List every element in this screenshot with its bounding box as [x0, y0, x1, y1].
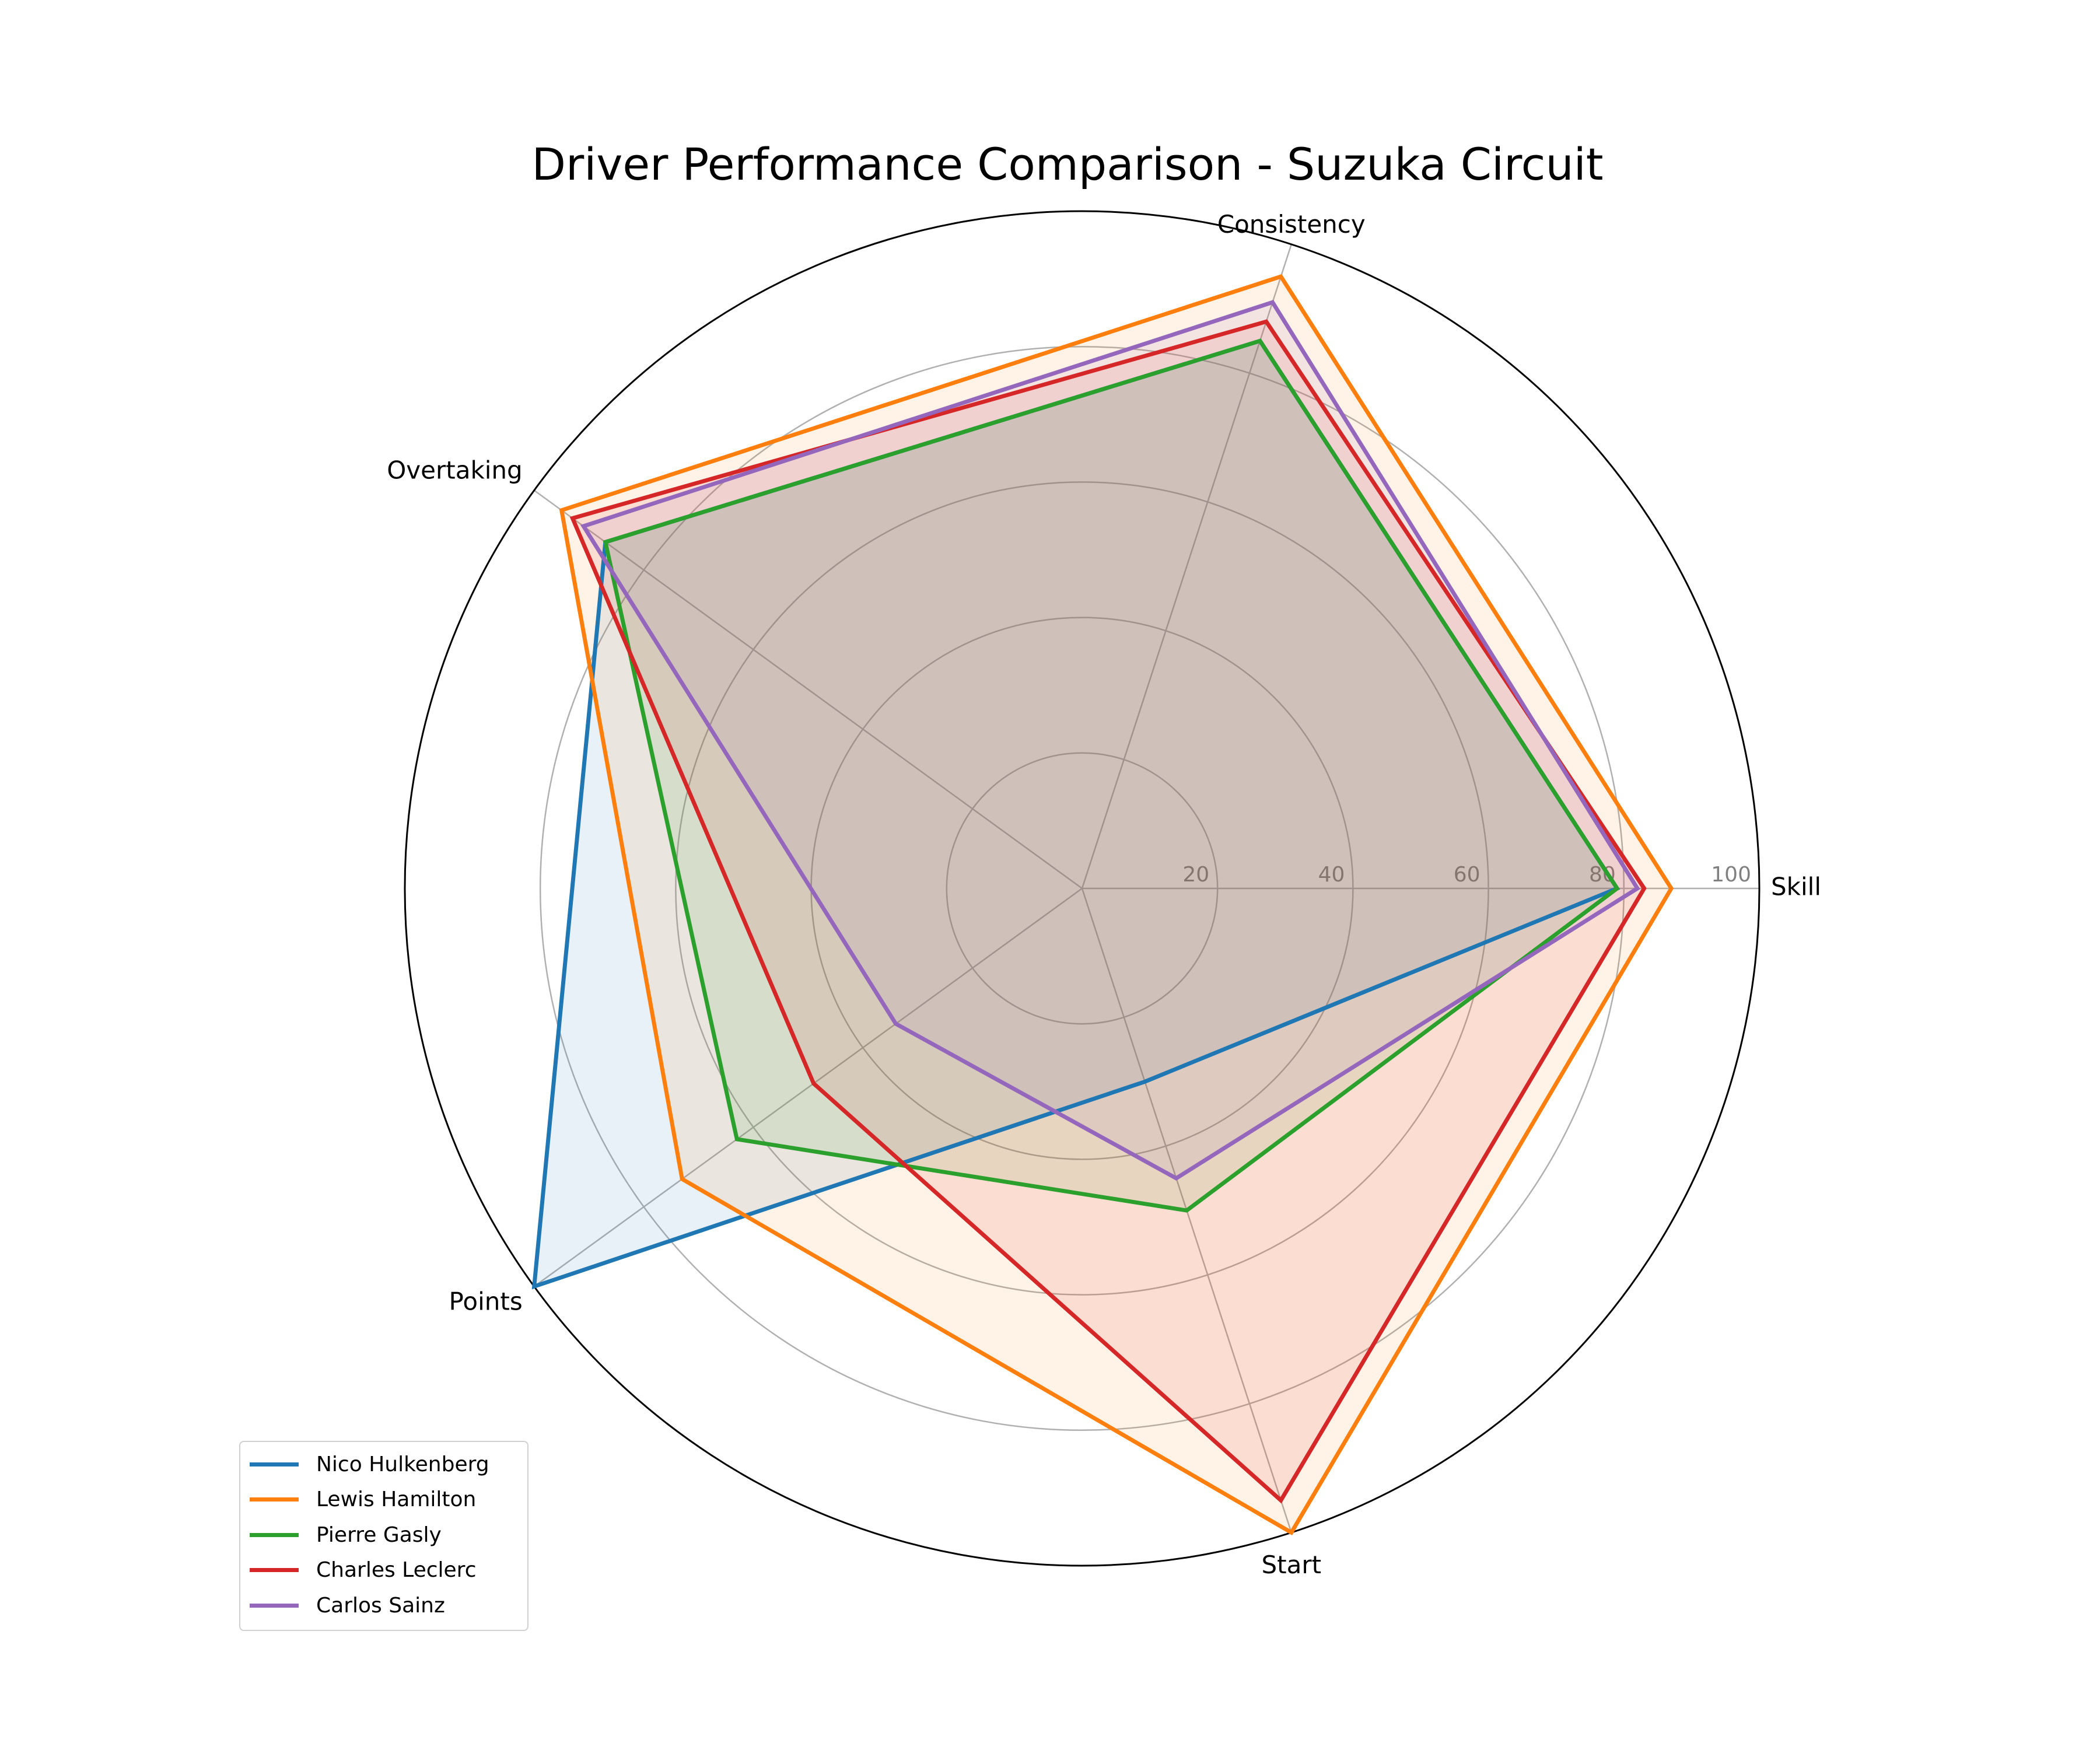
axis-label: Start: [1261, 1550, 1321, 1579]
legend-swatch: [250, 1568, 299, 1573]
legend: Nico Hulkenberg Lewis Hamilton Pierre Gasl…: [239, 1441, 528, 1631]
series-area: [561, 276, 1672, 1533]
radial-tick-label: 40: [1318, 863, 1345, 887]
legend-swatch: [250, 1603, 299, 1608]
series-line: [559, 274, 1674, 1535]
axis-label: Skill: [1771, 873, 1821, 901]
legend-label: Lewis Hamilton: [316, 1488, 477, 1512]
outer-circle: [404, 210, 1760, 1567]
series-fill-layer: [534, 276, 1672, 1533]
axis-label: Overtaking: [387, 456, 523, 485]
legend-swatch: [250, 1497, 299, 1502]
legend-swatch: [250, 1462, 299, 1466]
series-area: [583, 302, 1637, 1178]
series-line-layer: [531, 274, 1674, 1535]
series-line: [603, 338, 1620, 1213]
legend-item: Lewis Hamilton: [240, 1482, 527, 1518]
legend-item: Pierre Gasly: [240, 1517, 527, 1553]
series-area: [534, 341, 1618, 1287]
legend-label: Pierre Gasly: [316, 1522, 442, 1547]
legend-label: Charles Leclerc: [316, 1558, 477, 1583]
axis-label: Points: [449, 1287, 523, 1315]
axis-label: Consistency: [1217, 210, 1366, 239]
legend-item: Nico Hulkenberg: [240, 1447, 527, 1482]
axis-spoke: [1081, 244, 1292, 889]
legend-item: Charles Leclerc: [240, 1553, 527, 1588]
series-area: [572, 321, 1644, 1500]
legend-item: Carlos Sainz: [240, 1588, 527, 1623]
radial-tick-label: 20: [1182, 863, 1209, 887]
axis-spoke: [533, 887, 1083, 1287]
legend-label: Nico Hulkenberg: [316, 1452, 489, 1476]
axis-spoke: [533, 489, 1083, 890]
series-line: [569, 319, 1647, 1504]
legend-label: Carlos Sainz: [316, 1593, 445, 1618]
radial-tick-label: 60: [1454, 863, 1480, 887]
chart-title: Driver Performance Comparison - Suzuka C…: [531, 138, 1603, 190]
axis-label-layer: Skill Consistency Overtaking Points Start: [387, 210, 1821, 1579]
legend-swatch: [250, 1532, 299, 1537]
radial-tick-label: 100: [1711, 863, 1751, 887]
series-line: [580, 300, 1640, 1181]
